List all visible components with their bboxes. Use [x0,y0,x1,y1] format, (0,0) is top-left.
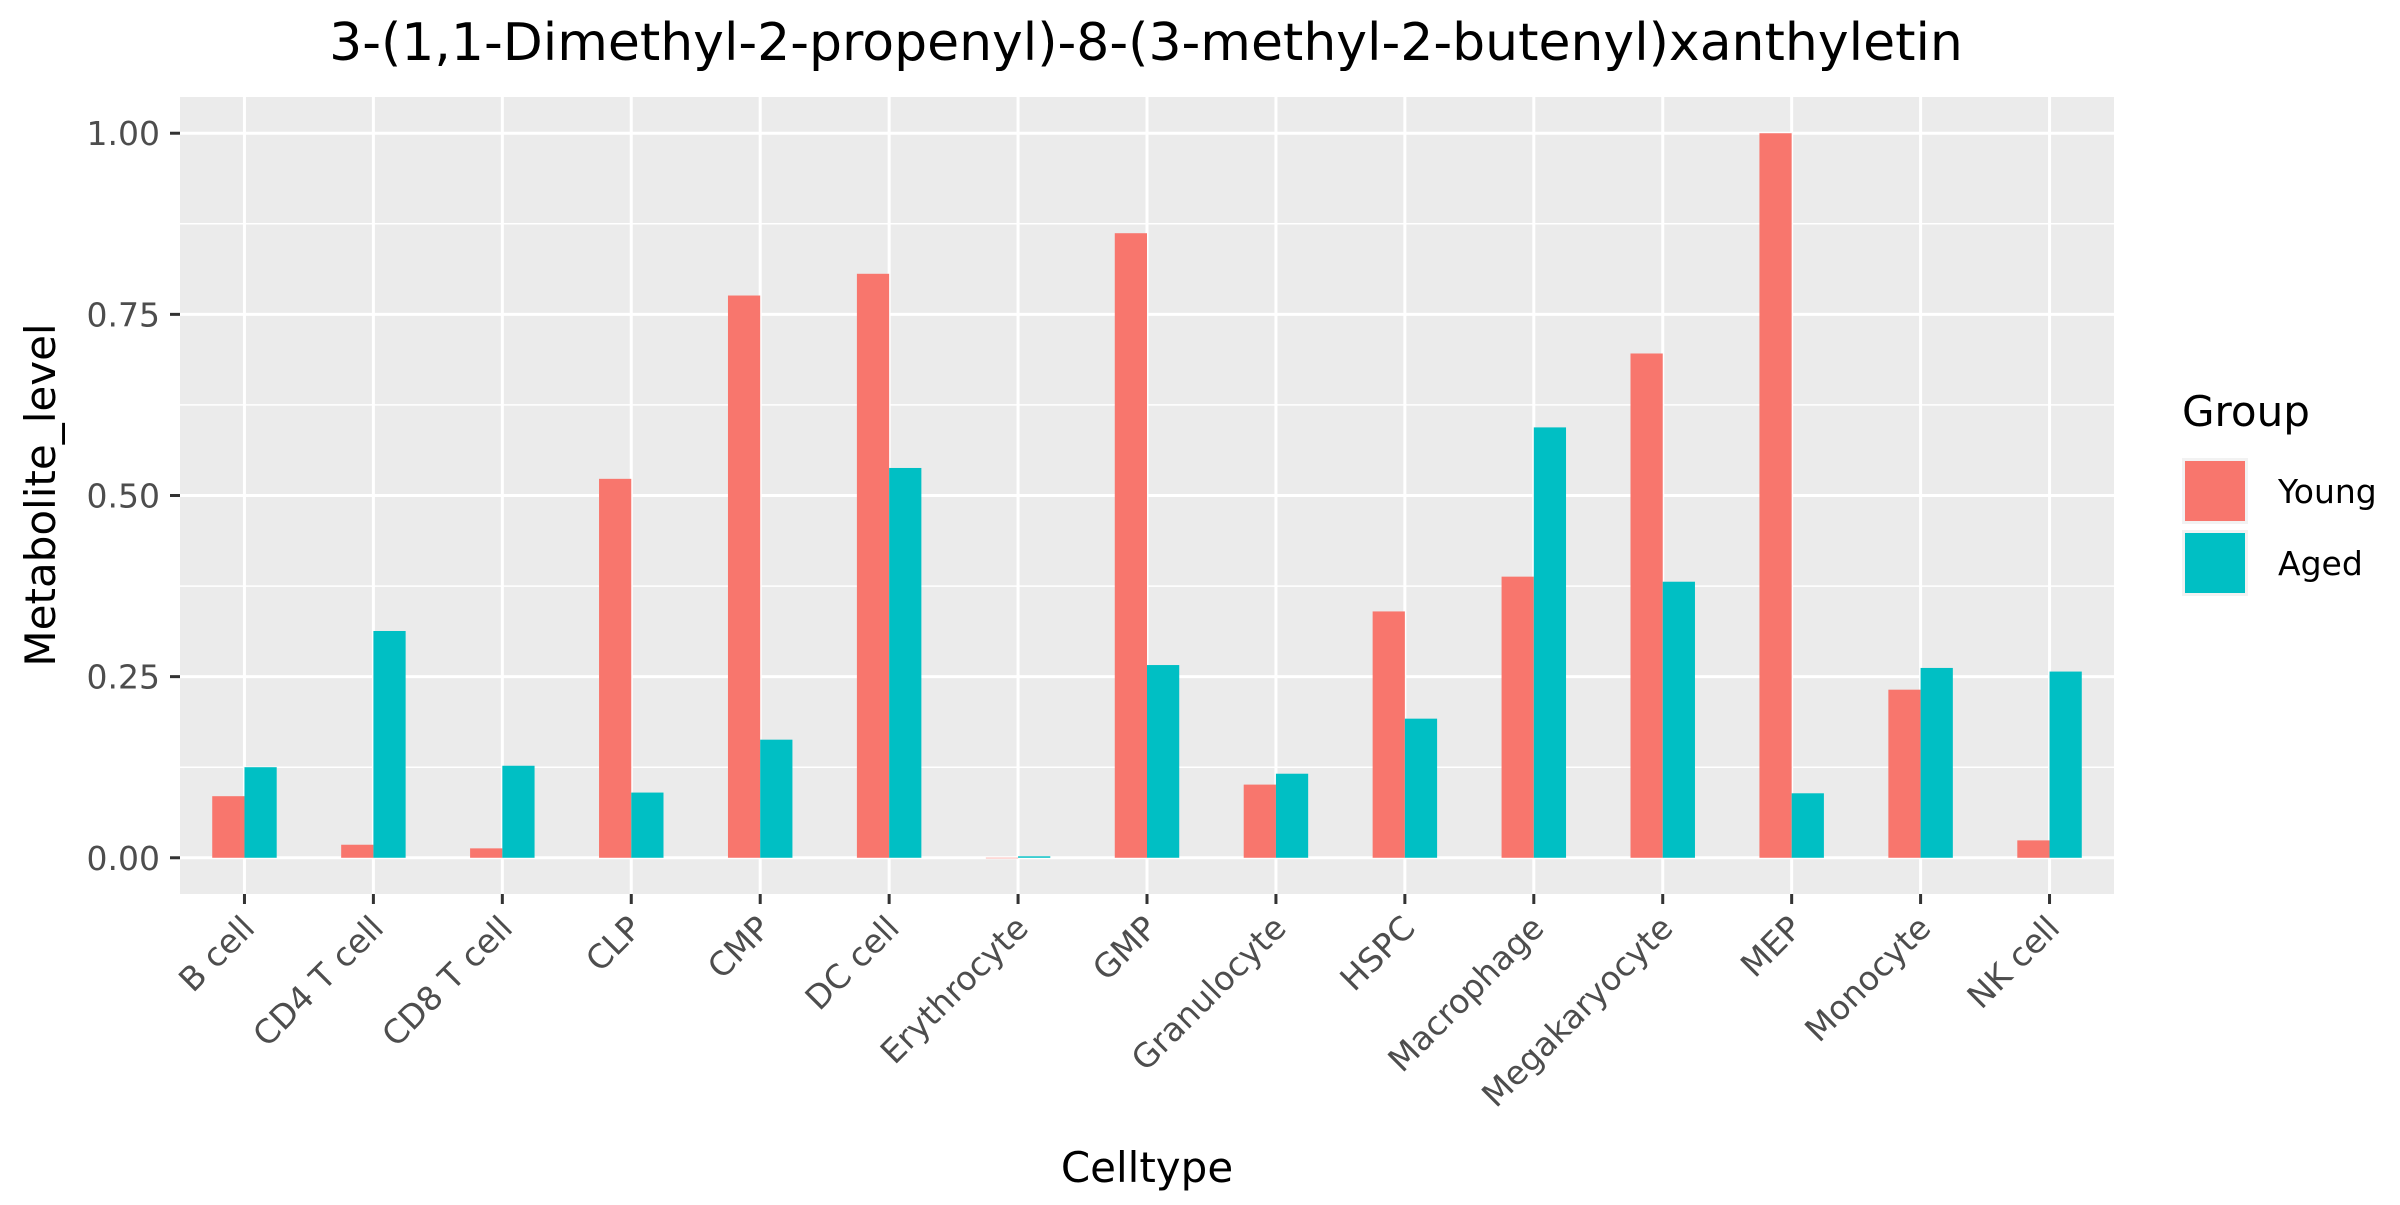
bar-aged-dc-cell [889,467,922,858]
y-tick-label: 0.50 [87,477,160,516]
bar-young-clp [599,478,632,858]
bar-young-erythrocyte [985,857,1019,859]
legend-swatch-aged [2185,533,2245,593]
x-tick-label: Monocyte [1797,908,1938,1049]
legend: Group Young Aged [2182,387,2377,596]
x-tick-label: GMP [1085,908,1165,988]
bars [212,133,2082,859]
bar-aged-nk-cell [2049,671,2082,858]
x-axis-title: Celltype [1061,1143,1233,1192]
y-axis-title: Metabolite_level [16,323,65,666]
x-tick-label: HSPC [1332,908,1422,998]
bar-aged-megakaryocyte [1662,581,1695,858]
x-tick-label: B cell [171,908,262,999]
bar-aged-erythrocyte [1018,856,1051,858]
x-tick-label: MEP [1733,908,1810,985]
legend-label-young: Young [2277,472,2377,511]
bar-aged-cd4-t-cell [373,630,406,858]
y-tick-label: 0.75 [87,295,160,334]
bar-young-granulocyte [1243,784,1276,858]
legend-title: Group [2182,387,2310,436]
bar-young-gmp [1114,233,1147,858]
bar-young-mep [1759,133,1792,858]
x-tick-label: CD8 T cell [374,908,520,1054]
bar-aged-clp [631,792,664,858]
x-tick-label: NK cell [1959,908,2067,1016]
bar-aged-macrophage [1533,427,1567,858]
bar-aged-monocyte [1920,667,1953,858]
chart-title: 3-(1,1-Dimethyl-2-propenyl)-8-(3-methyl-… [329,13,1963,73]
bar-aged-b-cell [244,767,277,858]
bar-young-dc-cell [856,273,890,858]
x-tick-label: DC cell [797,908,906,1017]
x-tick-label: CMP [700,908,778,986]
bar-aged-gmp [1147,665,1180,858]
y-tick-label: 0.00 [87,839,160,878]
legend-label-aged: Aged [2278,544,2363,583]
bar-young-b-cell [212,796,245,858]
bar-aged-hspc [1404,718,1438,858]
bar-young-cd8-t-cell [470,848,503,858]
bar-young-cd4-t-cell [341,844,374,858]
bar-young-macrophage [1501,576,1534,858]
x-tick-label: CD4 T cell [245,908,391,1054]
bar-aged-cd8-t-cell [502,765,535,858]
bar-aged-mep [1791,793,1824,858]
y-tick-label: 1.00 [87,114,160,153]
bar-aged-granulocyte [1275,773,1309,858]
bar-aged-cmp [760,739,793,858]
bar-young-megakaryocyte [1630,353,1663,858]
y-tick-label: 0.25 [87,658,160,697]
bar-young-hspc [1372,611,1405,858]
bar-young-cmp [727,295,761,858]
x-tick-label: CLP [578,908,649,979]
legend-swatch-young [2185,461,2245,521]
bar-young-nk-cell [2017,840,2050,858]
bar-young-monocyte [1888,689,1921,858]
